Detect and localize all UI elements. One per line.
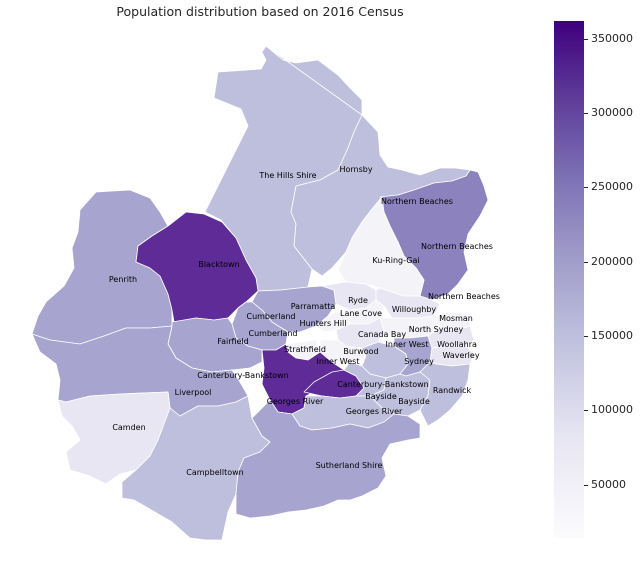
- page-title: Population distribution based on 2016 Ce…: [116, 4, 404, 19]
- choropleth-map: [31, 45, 489, 541]
- label: Georges River: [267, 397, 324, 406]
- label: Bayside: [365, 392, 397, 401]
- label: Ku-Ring-Gai: [372, 256, 419, 265]
- label: North Sydney: [409, 325, 464, 334]
- label: The Hills Shire: [258, 171, 316, 180]
- colorbar-tick-label: 300000: [591, 106, 633, 120]
- label-layer: The Hills Shire Hornsby Northern Beaches…: [109, 165, 500, 477]
- label: Mosman: [439, 314, 473, 323]
- label: Canterbury-Bankstown: [197, 371, 288, 380]
- region-sutherland-shire[interactable]: [235, 399, 421, 519]
- label: Blacktown: [198, 260, 239, 269]
- region-randwick[interactable]: [419, 361, 471, 427]
- colorbar-tick: [584, 113, 588, 115]
- colorbar-tick: [584, 484, 588, 486]
- label: Sydney: [404, 357, 434, 366]
- colorbar-tick: [584, 38, 588, 40]
- label: Canterbury-Bankstown: [337, 380, 428, 389]
- label: Hunters Hill: [300, 319, 347, 328]
- label: Inner West: [317, 357, 360, 366]
- region-campbelltown[interactable]: [121, 395, 271, 541]
- label: Cumberland: [248, 329, 297, 338]
- label: Northern Beaches: [428, 292, 500, 301]
- label: Strathfield: [284, 345, 326, 354]
- colorbar-tick: [584, 261, 588, 263]
- colorbar-tick-label: 100000: [591, 403, 633, 417]
- colorbar-tick: [584, 335, 588, 337]
- colorbar-tick-label: 50000: [591, 477, 626, 491]
- colorbar-tick: [584, 410, 588, 412]
- label: Northern Beaches: [421, 242, 493, 251]
- colorbar-tick-label: 250000: [591, 180, 633, 194]
- label: Willoughby: [392, 305, 437, 314]
- colorbar-tick: [584, 187, 588, 189]
- label: Penrith: [109, 275, 137, 284]
- colorbar-tick-label: 200000: [591, 254, 633, 268]
- label: Sutherland Shire: [316, 461, 383, 470]
- label: Fairfield: [217, 337, 249, 346]
- colorbar: [554, 21, 584, 538]
- label: Campbelltown: [186, 468, 243, 477]
- label: Randwick: [433, 386, 472, 395]
- label: Georges River: [346, 407, 403, 416]
- label: Inner West: [386, 340, 429, 349]
- label: Lane Cove: [340, 309, 382, 318]
- colorbar-tick-label: 350000: [591, 31, 633, 45]
- label: Burwood: [343, 347, 378, 356]
- label: Parramatta: [291, 302, 336, 311]
- label: Waverley: [442, 351, 479, 360]
- colorbar-tick-label: 150000: [591, 328, 633, 342]
- label: Camden: [112, 423, 145, 432]
- label: Bayside: [398, 397, 430, 406]
- label: Canada Bay: [358, 330, 406, 339]
- region-blacktown[interactable]: [135, 211, 259, 323]
- region-willoughby[interactable]: [375, 287, 441, 319]
- label: Ryde: [348, 296, 368, 305]
- label: Cumberland: [246, 312, 295, 321]
- label: Woollahra: [437, 340, 477, 349]
- label: Northern Beaches: [381, 197, 453, 206]
- label: Hornsby: [339, 165, 372, 174]
- label: Liverpool: [175, 388, 212, 397]
